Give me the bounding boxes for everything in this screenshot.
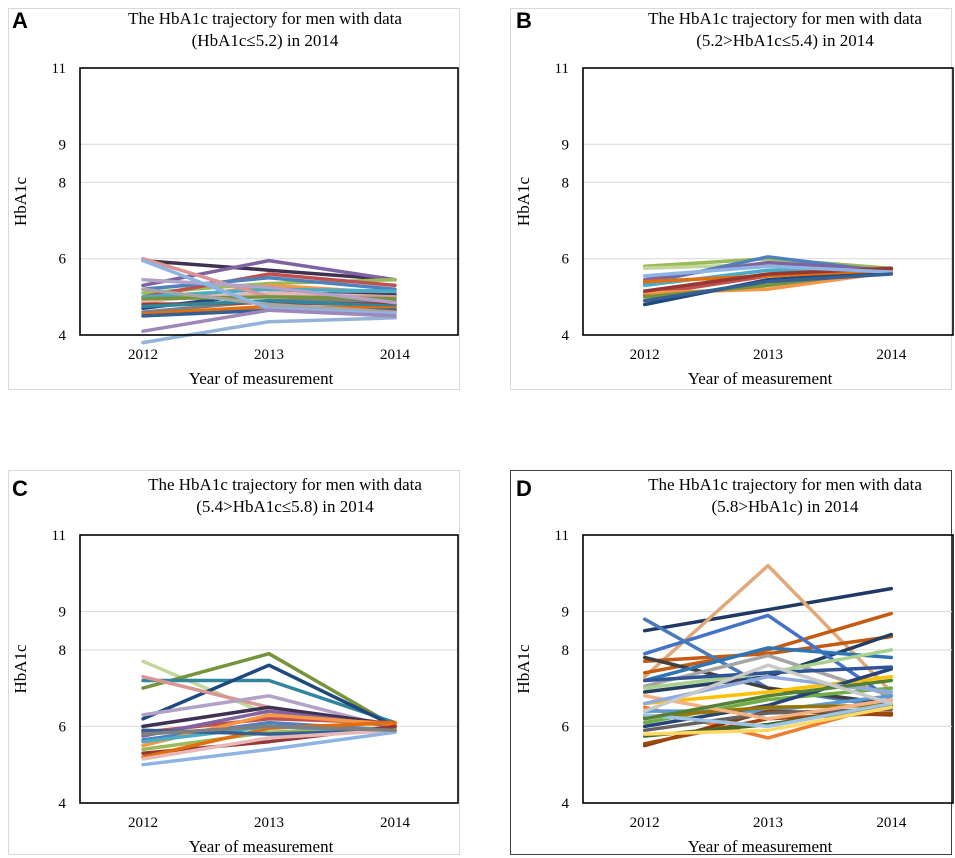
chart-a-series-line <box>141 272 397 299</box>
chart-c-xtick-label: 2013 <box>254 815 284 831</box>
chart-b-plot-border <box>582 67 954 336</box>
chart-a-series-line <box>141 304 397 316</box>
chart-a-xtick-label: 2013 <box>254 347 284 363</box>
chart-d-series-line <box>642 694 894 721</box>
panel-a-title-line1: The HbA1c trajectory for men with data <box>128 9 402 28</box>
chart-b-series-line <box>642 268 894 284</box>
chart-b-ytick-label: 6 <box>562 252 570 268</box>
chart-a-series-line <box>141 258 397 316</box>
chart-c-y-axis-title: HbA1c <box>11 644 30 694</box>
chart-a-plot-border <box>79 67 459 336</box>
chart-d-series-line <box>642 701 894 729</box>
panel-c-letter: C <box>12 476 28 501</box>
chart-a-ytick-label: 4 <box>59 328 67 344</box>
chart-a-xtick-label: 2014 <box>380 347 411 363</box>
chart-d-ytick-label: 4 <box>562 796 570 812</box>
chart-a-x-axis-title: Year of measurement <box>189 369 334 388</box>
panel-c-title: The HbA1c trajectory for men with data (… <box>95 474 475 518</box>
chart-d-series-line <box>642 665 894 683</box>
chart-c-xtick-label: 2014 <box>380 815 411 831</box>
chart-d-series-line <box>642 705 894 736</box>
chart-a-series-line <box>141 308 397 333</box>
panel-b-title-line2: (5.2>HbA1c≤5.4) in 2014 <box>696 31 874 50</box>
chart-c-series-line <box>141 678 397 725</box>
panel-c-title-line2: (5.4>HbA1c≤5.8) in 2014 <box>196 497 374 516</box>
chart-c-plot-border <box>79 534 459 804</box>
chart-c-ytick-label: 4 <box>59 796 67 812</box>
chart-d-ytick-label: 8 <box>562 643 570 659</box>
chart-a: 4 6 8 9 11 2012 2013 2014 Year of measurement HbA… <box>11 61 459 388</box>
chart-d-series-line <box>642 655 894 706</box>
chart-d-series-line <box>642 611 894 675</box>
chart-a-series-line <box>141 316 397 345</box>
chart-d-xtick-label: 2013 <box>753 815 783 831</box>
panel-a-title: The HbA1c trajectory for men with data (… <box>70 8 460 52</box>
chart-c-series-line <box>141 730 397 767</box>
chart-d-xtick-label: 2012 <box>630 815 660 831</box>
chart-b-series-line <box>642 256 894 271</box>
panel-b-title: The HbA1c trajectory for men with data (… <box>595 8 955 52</box>
chart-b-series-line <box>642 270 894 307</box>
chart-a-xtick-label: 2012 <box>128 347 158 363</box>
chart-b: 4 6 8 9 11 2012 2013 2014 Year of measurement HbA… <box>514 61 954 388</box>
chart-d-series-line <box>642 646 894 683</box>
chart-a-ytick-label: 8 <box>59 175 67 191</box>
panel-a-letter: A <box>12 8 28 33</box>
chart-a-ytick-label: 6 <box>59 252 67 268</box>
chart-c-ytick-label: 6 <box>59 719 67 735</box>
chart-c-xtick-label: 2012 <box>128 815 158 831</box>
chart-d-plot-border <box>582 534 954 804</box>
chart-c-series-line <box>141 720 397 759</box>
chart-d-xtick-label: 2014 <box>876 815 907 831</box>
chart-a-series-line <box>141 276 397 291</box>
chart-b-ytick-label: 11 <box>555 61 569 77</box>
chart-a-ytick-label: 11 <box>52 61 66 77</box>
chart-c-series-line <box>141 651 397 729</box>
chart-b-xtick-label: 2012 <box>630 347 660 363</box>
panel-d-letter: D <box>516 476 532 501</box>
chart-d-series-line <box>642 634 894 664</box>
chart-b-ytick-label: 8 <box>562 175 570 191</box>
chart-a-series-line <box>141 287 397 314</box>
panel-d-title-line1: The HbA1c trajectory for men with data <box>648 475 922 494</box>
panel-d-title-line2: (5.8>HbA1c) in 2014 <box>711 497 859 516</box>
chart-d: 4 6 8 9 11 2012 2013 2014 Year of measurement HbA… <box>514 528 954 856</box>
chart-b-series-line <box>642 272 894 303</box>
chart-c-series-line <box>141 724 397 736</box>
chart-d-series-line <box>642 663 894 713</box>
chart-c-ytick-label: 8 <box>59 643 67 659</box>
chart-b-ytick-label: 9 <box>562 137 570 153</box>
chart-a-ytick-label: 9 <box>59 137 67 153</box>
chart-d-x-axis-title: Year of measurement <box>688 837 833 856</box>
chart-d-y-axis-title: HbA1c <box>514 644 533 694</box>
chart-a-y-axis-title: HbA1c <box>11 177 30 227</box>
chart-d-series-line <box>642 586 894 633</box>
chart-b-series-line <box>642 264 894 278</box>
chart-a-series-line <box>141 258 397 282</box>
panel-c-title-line1: The HbA1c trajectory for men with data <box>148 475 422 494</box>
chart-b-x-axis-title: Year of measurement <box>688 369 833 388</box>
chart-c-series-line <box>141 728 397 761</box>
panel-d-title: The HbA1c trajectory for men with data (… <box>595 474 955 518</box>
chart-a-series-line <box>141 277 397 305</box>
chart-d-ytick-label: 11 <box>555 528 569 544</box>
chart-b-xtick-label: 2013 <box>753 347 783 363</box>
chart-a-series-line <box>141 298 397 309</box>
chart-d-series-line <box>642 678 894 721</box>
chart-b-xtick-label: 2014 <box>876 347 907 363</box>
chart-c: 4 6 8 9 11 2012 2013 2014 Year of measurement HbA… <box>11 528 459 856</box>
chart-d-ytick-label: 6 <box>562 719 570 735</box>
panel-b-letter: B <box>516 8 532 33</box>
panel-b-title-line1: The HbA1c trajectory for men with data <box>648 9 922 28</box>
chart-c-series-line <box>141 663 397 729</box>
chart-c-x-axis-title: Year of measurement <box>189 837 334 856</box>
chart-b-ytick-label: 4 <box>562 328 570 344</box>
chart-c-ytick-label: 9 <box>59 605 67 621</box>
panel-a-title-line2: (HbA1c≤5.2) in 2014 <box>191 31 339 50</box>
chart-b-y-axis-title: HbA1c <box>514 177 533 227</box>
chart-c-series-line <box>141 705 397 729</box>
chart-c-ytick-label: 11 <box>52 528 66 544</box>
chart-d-ytick-label: 9 <box>562 605 570 621</box>
